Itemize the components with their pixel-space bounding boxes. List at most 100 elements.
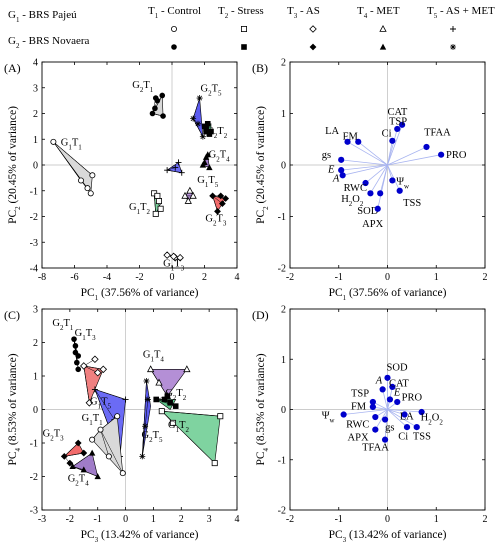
vector-line-Ci xyxy=(387,140,393,166)
point-G1T3 xyxy=(91,355,99,364)
group-G2T1: G2T1 xyxy=(132,80,166,119)
spoke xyxy=(72,452,93,467)
x-axis-label: PC3 (13.42% of variance) xyxy=(329,529,447,544)
x-tick-label: 0 xyxy=(170,272,175,283)
point-G2T3 xyxy=(218,200,226,208)
x-axis-label: PC1 (37.56% of variance) xyxy=(329,287,447,302)
point-G1T1 xyxy=(97,426,104,433)
vector-line-TSS xyxy=(387,409,417,428)
vector-line-APX xyxy=(374,409,388,430)
point-G1T1 xyxy=(119,470,126,477)
vector-label-APX: APX xyxy=(348,433,369,444)
point-G2T5 xyxy=(199,133,206,140)
vector-label-SOD: SOD xyxy=(387,362,408,373)
x-tick-label: 1 xyxy=(151,514,156,525)
y-tick-label: 1 xyxy=(33,135,38,146)
y-tick-label: 2 xyxy=(281,58,286,69)
point-G2T3 xyxy=(217,192,225,200)
point-G2T1 xyxy=(159,92,166,99)
vector-line-TSP xyxy=(387,128,398,166)
vector-line-H2O2 xyxy=(387,409,422,413)
point-G2T1 xyxy=(160,113,166,119)
point-G1T1 xyxy=(78,177,85,184)
y-tick-label: 0 xyxy=(281,161,286,172)
spoke xyxy=(83,365,104,370)
vector-line-Ci xyxy=(387,409,408,428)
legend-symbol-plus xyxy=(450,26,456,32)
point-G1T2 xyxy=(211,460,218,467)
y-axis-label: PC2 (20.45% of variance) xyxy=(255,106,270,224)
vector-label-ΨW: Ψw xyxy=(396,177,410,191)
point-G2T1 xyxy=(72,349,79,356)
spoke xyxy=(192,97,200,119)
point-G2T3 xyxy=(209,192,217,200)
point-G2T5 xyxy=(144,396,151,403)
y-tick-label: 0 xyxy=(33,405,38,416)
vector-label-gs: gs xyxy=(322,150,331,161)
y-tick-label: 3 xyxy=(33,83,38,94)
vector-point-TSP xyxy=(394,125,401,133)
vector-line-APX xyxy=(377,164,388,209)
point-G2T3 xyxy=(66,459,74,467)
y-tick-label: 4 xyxy=(33,58,38,69)
group-label-G1T2: G1T2 xyxy=(129,202,151,216)
group-label-G2T4: G2T4 xyxy=(209,149,231,163)
vector-label-PRO: PRO xyxy=(446,150,467,161)
point-G1T1 xyxy=(84,185,91,192)
point-G2T1 xyxy=(152,95,159,101)
vector-line-FM xyxy=(358,141,388,166)
spoke xyxy=(64,452,84,457)
y-tick-label: 1 xyxy=(33,372,38,383)
x-tick-label: -2 xyxy=(66,514,74,525)
group-label-G1T1: G1T1 xyxy=(82,413,104,427)
point-G2T2 xyxy=(204,121,211,127)
vector-point-RWC xyxy=(362,179,369,187)
spoke xyxy=(142,426,146,457)
point-G2T1 xyxy=(149,110,156,117)
vector-point-LA xyxy=(401,411,408,418)
point-G1T3 xyxy=(169,252,178,261)
point-G2T3 xyxy=(222,195,230,202)
group-G1T1: G1T1 xyxy=(50,138,96,197)
point-G1T1 xyxy=(50,138,57,145)
x-tick-label: -1 xyxy=(94,514,102,525)
vector-line-PRO xyxy=(387,154,442,166)
point-G2T4 xyxy=(94,473,101,480)
point-G2T2 xyxy=(153,396,160,403)
legend-symbol-circle-filled xyxy=(171,44,177,50)
vector-label-TFAA: TFAA xyxy=(424,128,451,139)
vector-point-TSP xyxy=(369,398,376,406)
point-G2T4 xyxy=(204,151,211,158)
vector-point-TFAA xyxy=(381,436,389,443)
vector-label-APX: APX xyxy=(362,219,383,230)
x-tick-label: -2 xyxy=(135,272,143,283)
vector-point-PRO xyxy=(394,398,401,406)
panel-0: -8 -6 -4 -2 0 2 4 -4 -3 -2 -1 0 1 2 3 4 PC1 (37.56% of v… xyxy=(4,58,240,303)
point-G1T3 xyxy=(80,362,88,370)
point-G2T2 xyxy=(203,128,209,135)
group-G1T5: G1T5 xyxy=(164,159,219,189)
spoke xyxy=(53,141,93,176)
vector-label-H2O2: H2O2 xyxy=(341,194,364,208)
legend: G1 - BRS Pajeú G2 - BRS Novaera T1 - Contr… xyxy=(8,5,495,51)
point-G1T2 xyxy=(169,419,176,426)
x-tick-label: 3 xyxy=(207,514,212,525)
vector-line-H2O2 xyxy=(370,164,388,194)
point-G1T3 xyxy=(85,399,94,407)
point-G2T5 xyxy=(142,423,149,430)
legend-treatment-label: T1 - Control xyxy=(148,5,201,20)
point-G1T1 xyxy=(87,190,94,197)
point-G1T2 xyxy=(158,408,165,415)
y-tick-label: -1 xyxy=(30,439,38,450)
x-tick-label: -6 xyxy=(70,272,78,283)
vector-point-gs xyxy=(381,416,389,423)
legend-symbol-diamond-open xyxy=(309,25,317,33)
x-tick-label: 1 xyxy=(434,514,439,525)
x-tick-label: -1 xyxy=(335,272,343,283)
point-G1T1 xyxy=(89,436,96,443)
point-G1T4 xyxy=(183,365,191,373)
group-G2T4: G2T4 xyxy=(68,449,101,488)
panel-letter: (D) xyxy=(252,308,269,322)
group-label-G2T1: G2T1 xyxy=(52,318,74,332)
